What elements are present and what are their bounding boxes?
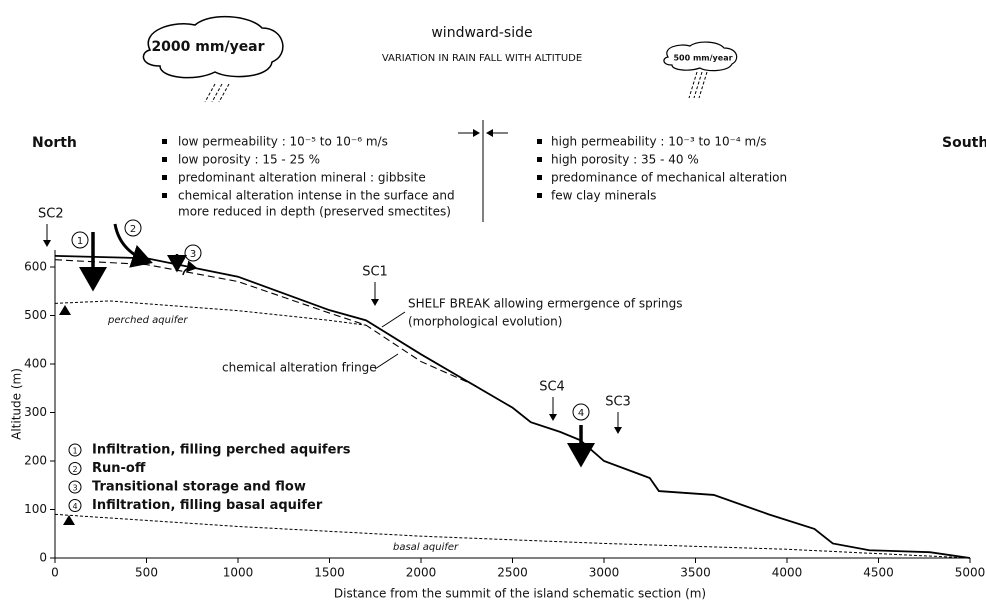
leader bbox=[374, 353, 399, 370]
x-tick-label: 0 bbox=[51, 566, 59, 580]
legend-marker bbox=[68, 462, 82, 475]
x-label: Distance from the summit of the island s… bbox=[334, 587, 706, 601]
property: predominance of mechanical alteration bbox=[551, 171, 787, 185]
x-tick-label: 500 bbox=[135, 566, 158, 580]
series-label: basal aquifer bbox=[393, 542, 459, 553]
property: chemical alteration intense in the surfa… bbox=[178, 189, 455, 203]
legend-marker-label: 1 bbox=[72, 447, 77, 456]
legend-marker-label: 4 bbox=[72, 502, 77, 511]
y-tick-label: 400 bbox=[24, 357, 47, 371]
subtitle: VARIATION IN RAIN FALL WITH ALTITUDE bbox=[382, 53, 582, 64]
x-tick-label: 5000 bbox=[955, 566, 986, 580]
cloud bbox=[142, 15, 284, 79]
legend-marker bbox=[68, 480, 82, 494]
station: SC4 bbox=[539, 380, 565, 395]
markers bbox=[71, 219, 590, 421]
profile-line bbox=[54, 254, 971, 559]
south: South bbox=[942, 135, 986, 151]
series-label: perched aquifer bbox=[107, 315, 188, 326]
annotation: SHELF BREAK allowing ermergence of sprin… bbox=[408, 297, 683, 311]
legend-label: Transitional storage and flow bbox=[92, 480, 306, 495]
marker: 2 bbox=[130, 224, 136, 235]
legend-marker-label: 3 bbox=[72, 484, 77, 493]
x-tick-label: 3500 bbox=[680, 566, 711, 580]
property: few clay minerals bbox=[551, 189, 656, 203]
station: SC2 bbox=[38, 207, 64, 222]
property: high permeability : 10⁻³ to 10⁻⁴ m/s bbox=[551, 135, 767, 149]
legend-label: Run-off bbox=[92, 461, 146, 476]
station: SC3 bbox=[605, 395, 631, 410]
y-tick-label: 0 bbox=[39, 551, 47, 565]
rain bbox=[204, 71, 708, 103]
y-tick-label: 500 bbox=[24, 308, 47, 322]
x-tick-label: 1500 bbox=[314, 566, 345, 580]
profile-line bbox=[54, 513, 971, 559]
rain-high: 2000 mm/year bbox=[151, 39, 264, 55]
bullets bbox=[162, 139, 542, 198]
profile-line bbox=[54, 259, 477, 387]
triangle bbox=[59, 305, 71, 315]
property: low permeability : 10⁻⁵ to 10⁻⁶ m/s bbox=[178, 135, 388, 149]
series-label: chemical alteration fringe bbox=[222, 361, 377, 375]
profile-line bbox=[54, 300, 367, 326]
legend-label: Infiltration, filling perched aquifers bbox=[92, 443, 351, 458]
property: high porosity : 35 - 40 % bbox=[551, 153, 699, 167]
legend-marker bbox=[68, 443, 82, 457]
x-tick-label: 1000 bbox=[223, 566, 254, 580]
y-tick-label: 300 bbox=[24, 405, 47, 419]
x-tick-label: 4500 bbox=[863, 566, 894, 580]
y-tick-label: 200 bbox=[24, 454, 47, 468]
marker: 3 bbox=[190, 249, 196, 260]
legend-marker-label: 2 bbox=[72, 465, 77, 474]
legend-label: Infiltration, filling basal aquifer bbox=[92, 498, 323, 513]
x-tick-label: 2500 bbox=[497, 566, 528, 580]
marker: 4 bbox=[578, 408, 584, 419]
triangle bbox=[63, 515, 75, 525]
marker: 1 bbox=[77, 236, 83, 247]
x-tick-label: 3000 bbox=[589, 566, 620, 580]
property: predominant alteration mineral : gibbsit… bbox=[178, 171, 426, 185]
y-label: Altitude (m) bbox=[10, 368, 24, 440]
annotation: (morphological evolution) bbox=[408, 315, 562, 329]
station: SC1 bbox=[362, 265, 388, 280]
property: low porosity : 15 - 25 % bbox=[178, 153, 320, 167]
x-tick-label: 2000 bbox=[406, 566, 437, 580]
y-tick-label: 600 bbox=[24, 260, 47, 274]
rain-low: 500 mm/year bbox=[673, 54, 732, 63]
title: windward-side bbox=[431, 25, 532, 41]
arrow bbox=[113, 223, 153, 268]
north: North bbox=[32, 135, 77, 151]
cloud bbox=[663, 41, 738, 72]
property: more reduced in depth (preserved smectit… bbox=[178, 205, 451, 219]
leader bbox=[381, 311, 406, 328]
legend-marker bbox=[68, 499, 82, 512]
y-tick-label: 100 bbox=[24, 502, 47, 516]
x-tick-label: 4000 bbox=[772, 566, 803, 580]
